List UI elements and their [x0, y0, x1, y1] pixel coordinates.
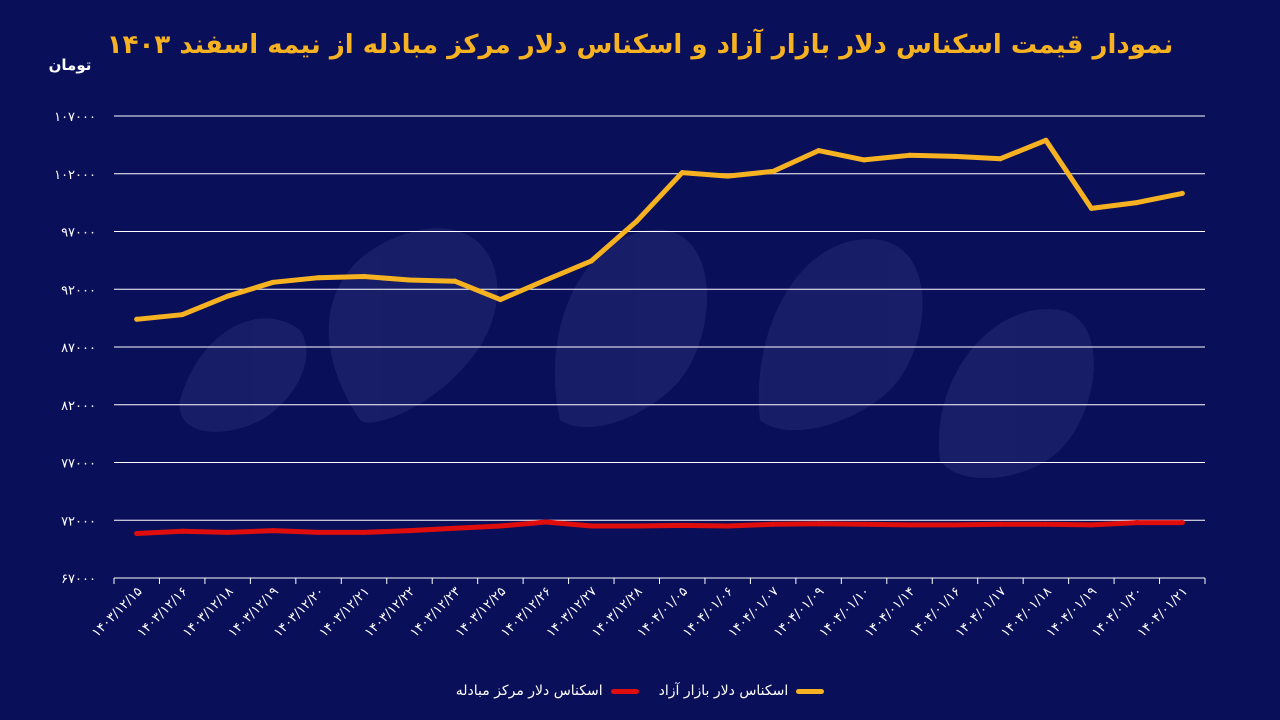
y-tick-label: ۸۷۰۰۰ — [61, 341, 96, 356]
data-point-exchange-center — [588, 523, 594, 529]
data-point-free-market — [588, 258, 594, 264]
data-point-exchange-center — [634, 523, 640, 529]
data-point-free-market — [770, 168, 776, 174]
chart-title: نمودار قیمت اسکناس دلار بازار آزاد و اسک… — [106, 30, 1174, 60]
data-point-free-market — [907, 152, 913, 158]
data-point-free-market — [816, 148, 822, 154]
data-point-free-market — [1043, 137, 1049, 143]
data-point-exchange-center — [406, 528, 412, 534]
data-point-free-market — [1134, 200, 1140, 206]
data-point-free-market — [997, 156, 1003, 162]
data-point-exchange-center — [1043, 521, 1049, 527]
data-point-exchange-center — [179, 528, 185, 534]
data-point-free-market — [361, 274, 367, 280]
legend-label-free-market: اسکناس دلار بازار آزاد — [658, 683, 789, 699]
data-point-exchange-center — [1088, 522, 1094, 528]
data-point-exchange-center — [270, 528, 276, 534]
data-point-free-market — [1179, 190, 1185, 196]
y-tick-label: ۱۰۷۰۰۰ — [54, 110, 96, 125]
data-point-exchange-center — [452, 525, 458, 531]
data-point-free-market — [679, 170, 685, 176]
data-point-exchange-center — [316, 529, 322, 535]
data-point-free-market — [861, 157, 867, 163]
data-point-exchange-center — [1179, 520, 1185, 526]
y-tick-label: ۸۲۰۰۰ — [61, 399, 96, 414]
y-tick-label: ۹۲۰۰۰ — [61, 283, 96, 298]
legend-item-exchange-center: اسکناس دلار مرکز مبادله — [456, 683, 639, 699]
data-point-free-market — [406, 277, 412, 283]
data-point-free-market — [543, 277, 549, 283]
data-point-free-market — [270, 279, 276, 285]
series-line-free-market — [134, 137, 1185, 322]
data-point-free-market — [452, 278, 458, 284]
legend-swatch-free-market — [796, 688, 825, 694]
data-point-exchange-center — [134, 531, 140, 537]
legend-item-free-market: اسکناس دلار بازار آزاد — [659, 683, 825, 699]
data-point-exchange-center — [679, 522, 685, 528]
y-axis-unit-label: تومان — [48, 56, 92, 74]
data-point-free-market — [134, 316, 140, 322]
data-point-free-market — [1088, 205, 1094, 211]
y-tick-label: ۷۷۰۰۰ — [61, 457, 96, 472]
y-tick-label: ۶۷۰۰۰ — [61, 572, 96, 587]
y-tick-label: ۷۲۰۰۰ — [61, 514, 96, 529]
y-tick-label: ۱۰۲۰۰۰ — [54, 168, 96, 183]
y-tick-label: ۹۷۰۰۰ — [61, 226, 96, 241]
legend-swatch-exchange-center — [610, 688, 639, 694]
data-point-exchange-center — [725, 523, 731, 529]
data-point-free-market — [179, 312, 185, 318]
series-line-exchange-center — [134, 519, 1185, 536]
watermark-logo — [179, 228, 1094, 479]
data-point-free-market — [725, 173, 731, 179]
data-point-exchange-center — [907, 522, 913, 528]
data-point-exchange-center — [997, 521, 1003, 527]
data-point-free-market — [952, 153, 958, 159]
legend-label-exchange-center: اسکناس دلار مرکز مبادله — [455, 683, 603, 699]
data-point-free-market — [634, 218, 640, 224]
data-point-exchange-center — [952, 522, 958, 528]
data-point-exchange-center — [1134, 520, 1140, 526]
data-point-exchange-center — [225, 529, 231, 535]
data-point-exchange-center — [543, 519, 549, 525]
data-point-free-market — [497, 297, 503, 303]
legend: اسکناس دلار بازار آزاد اسکناس دلار مرکز … — [0, 683, 1280, 699]
data-point-exchange-center — [816, 521, 822, 527]
data-point-exchange-center — [861, 521, 867, 527]
data-point-free-market — [316, 275, 322, 281]
data-point-exchange-center — [770, 521, 776, 527]
data-point-free-market — [225, 293, 231, 299]
data-point-exchange-center — [497, 523, 503, 529]
data-point-exchange-center — [361, 529, 367, 535]
